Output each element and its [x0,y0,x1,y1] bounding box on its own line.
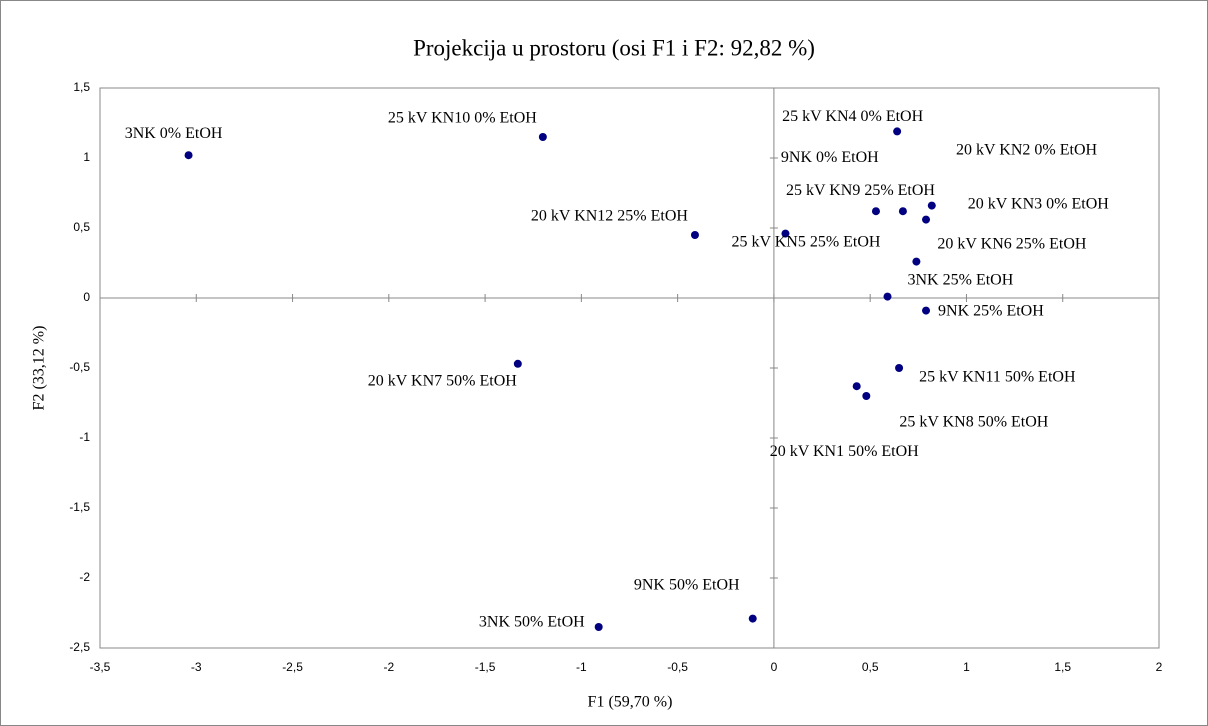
y-tick-label: -1,5 [69,500,90,514]
point-label: 25 kV KN10 0% EtOH [388,110,537,127]
y-tick-label: -2 [79,570,90,584]
y-tick-label: -1 [79,430,90,444]
chart-title: Projekcija u prostoru (osi F1 i F2: 92,8… [413,35,815,60]
point-label: 9NK 0% EtOH [781,149,879,166]
point [513,359,522,368]
x-tick-label: 0 [771,660,778,674]
point-label: 9NK 50% EtOH [634,576,740,593]
x-tick-label: -0,5 [667,660,688,674]
point-label: 3NK 0% EtOH [125,125,223,142]
y-tick-label: -2,5 [69,640,90,654]
y-axis-title: F2 (33,12 %) [31,326,48,411]
x-tick-label: 2 [1156,660,1163,674]
point [852,382,861,391]
x-tick-label: 1 [963,660,970,674]
x-tick-label: -1 [576,660,587,674]
point-label: 20 kV KN2 0% EtOH [956,141,1097,158]
point [927,201,936,210]
x-tick-label: -2 [383,660,394,674]
point-label: 25 kV KN4 0% EtOH [782,108,923,125]
point [912,257,921,266]
point [594,623,603,631]
x-tick-label: -2,5 [282,660,303,674]
point-label: 25 kV KN9 25% EtOH [786,182,935,199]
point-label: 20 kV KN1 50% EtOH [770,443,919,460]
point [922,215,931,224]
plot-area [99,87,1160,649]
point [871,207,880,216]
point [748,614,757,623]
point [898,207,907,216]
point [538,133,547,141]
y-tick-label: -0,5 [69,360,90,374]
y-tick-label: 1,5 [73,80,90,94]
point-label: 25 kV KN8 50% EtOH [899,414,1048,431]
x-tick-label: 1,5 [1054,660,1071,674]
point-label: 3NK 25% EtOH [908,271,1014,288]
x-tick-label: -3,5 [90,660,111,674]
point [893,127,902,136]
point [883,292,892,301]
point-label: 20 kV KN7 50% EtOH [368,372,517,389]
point-label: 3NK 50% EtOH [479,614,585,631]
point [781,229,790,238]
y-tick-label: 0,5 [73,220,90,234]
y-tick-label: 1 [83,150,90,164]
point-label: 25 kV KN11 50% EtOH [919,369,1076,386]
point [895,364,904,372]
point-label: 20 kV KN6 25% EtOH [937,235,1086,252]
point-label: 20 kV KN12 25% EtOH [531,208,688,225]
x-tick-label: 0,5 [862,660,879,674]
point [690,231,699,239]
point [922,306,931,315]
point-label: 20 kV KN3 0% EtOH [968,195,1109,212]
y-tick-label: 0 [83,290,90,304]
point [184,151,193,160]
x-tick-label: -1,5 [475,660,496,674]
point-label: 9NK 25% EtOH [938,302,1044,319]
x-tick-label: -3 [191,660,202,674]
point-label: 25 kV KN5 25% EtOH [731,233,880,250]
x-axis-title: F1 (59,70 %) [588,694,673,711]
point [862,392,871,400]
